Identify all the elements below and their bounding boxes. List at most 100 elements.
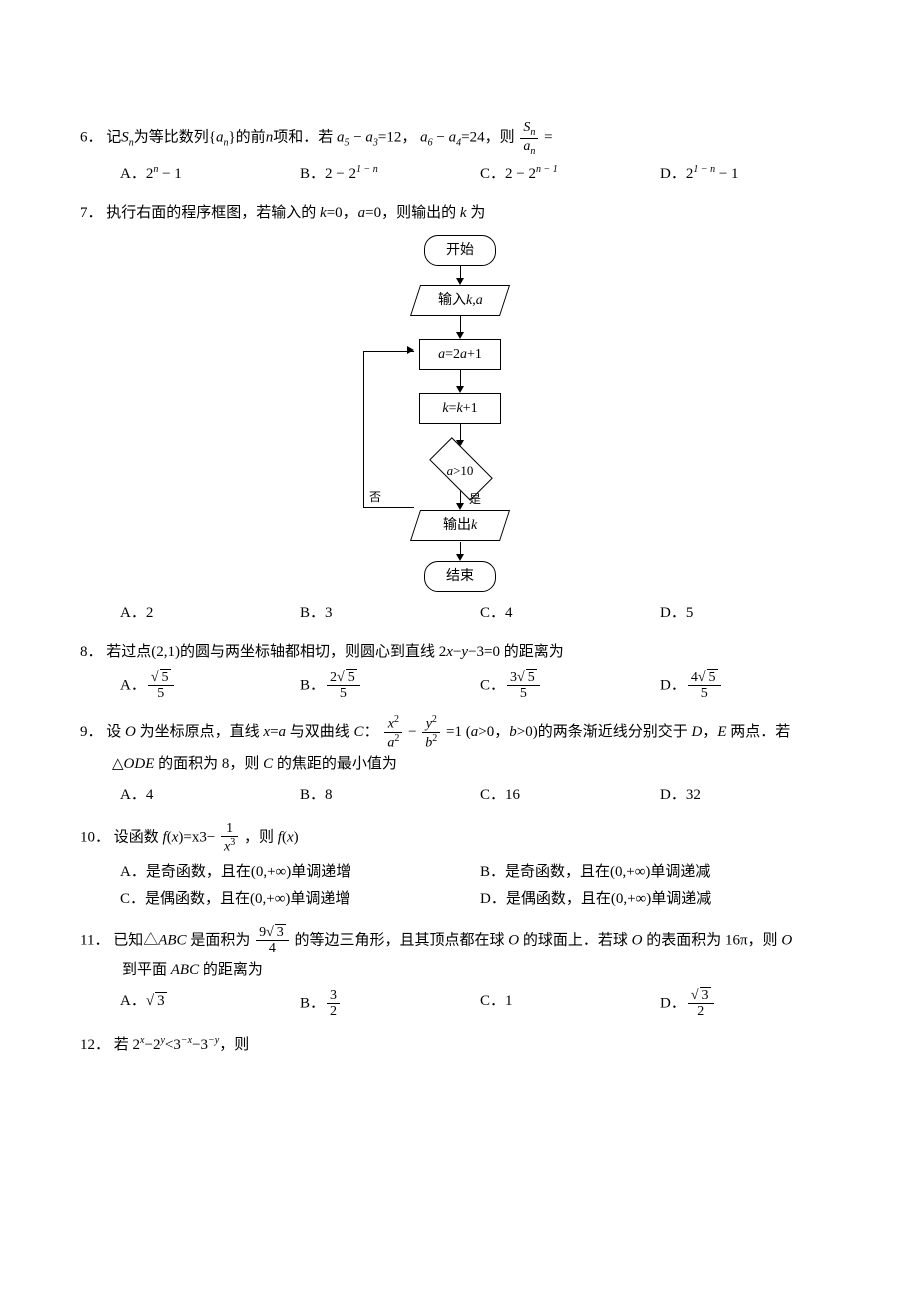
q9mn: − bbox=[408, 723, 420, 739]
q11ABC: ABC bbox=[158, 932, 186, 948]
fc-out-lbl: 输出 bbox=[443, 518, 471, 533]
q6Dt: − 1 bbox=[715, 166, 738, 182]
q6Ds: 1 − n bbox=[693, 164, 715, 175]
q9ta: 设 bbox=[106, 723, 125, 739]
q9s4: 2 bbox=[432, 733, 437, 744]
fc-end-label: 结束 bbox=[446, 569, 474, 584]
q10p2c: ) bbox=[294, 829, 299, 845]
q11-opt-a: A．√3 bbox=[120, 988, 300, 1020]
q11ta: 已知△ bbox=[113, 932, 158, 948]
q8-opt-c: C．3√55 bbox=[480, 670, 660, 702]
q8-num: 8． bbox=[80, 644, 103, 660]
q9eq1: =1 ( bbox=[446, 723, 471, 739]
q9-opt-a: A．4 bbox=[120, 782, 300, 809]
q7-tail: 为 bbox=[467, 205, 486, 221]
fc-process-1: a=2a+1 bbox=[419, 339, 501, 370]
q6A: A．2 bbox=[120, 166, 153, 182]
q10-opt-d: D．是偶函数，且在(0,+∞)单调递减 bbox=[480, 886, 840, 913]
fc-output: 输出k bbox=[410, 510, 510, 541]
q6B: B．2 − 2 bbox=[300, 166, 356, 182]
q6-a3a: a bbox=[365, 130, 373, 146]
q10tc: ，则 bbox=[244, 829, 278, 845]
q8-opt-b: B．2√55 bbox=[300, 670, 480, 702]
fc-out-var: k bbox=[471, 518, 477, 533]
q9l2b: 的面积为 8，则 bbox=[154, 756, 263, 772]
q6-opt-c: C．2 − 2n − 1 bbox=[480, 161, 660, 188]
q11-opt-b: B．32 bbox=[300, 988, 480, 1020]
q11O3: O bbox=[781, 932, 792, 948]
q11Bd: 2 bbox=[327, 1004, 340, 1019]
q9s2: 2 bbox=[394, 733, 399, 744]
q7-k: k bbox=[320, 205, 327, 221]
fc-decision: a>10 bbox=[420, 447, 500, 491]
q6D: D．2 bbox=[660, 166, 693, 182]
q10fdp: 3 bbox=[230, 837, 235, 848]
q8As: 5 bbox=[160, 669, 171, 685]
q6At: − 1 bbox=[158, 166, 181, 182]
question-10: 10． 设函数 f(x)=x3− 1x3 ，则 f(x) A．是奇函数，且在(0… bbox=[80, 821, 840, 913]
q8-opt-d: D．4√55 bbox=[660, 670, 840, 702]
q9-opt-d: D．32 bbox=[660, 782, 840, 809]
q9col: ： bbox=[364, 723, 379, 739]
q6-a4a: a bbox=[449, 130, 457, 146]
q6-opt-d: D．21 − n − 1 bbox=[660, 161, 840, 188]
q11-options: A．√3 B．32 C．1 D．√32 bbox=[80, 988, 840, 1020]
q11-num: 11． bbox=[80, 932, 109, 948]
q8A: A． bbox=[120, 677, 146, 693]
q11te: 的表面积为 16π，则 bbox=[642, 932, 781, 948]
q6-t1: 记 bbox=[106, 130, 121, 146]
q9s1: 2 bbox=[394, 714, 399, 725]
q7-num: 7． bbox=[80, 205, 103, 221]
fc-end: 结束 bbox=[424, 561, 496, 592]
q10tb: )=x3− bbox=[178, 829, 215, 845]
q7-opt-a: A．2 bbox=[120, 600, 300, 627]
q10-opt-b: B．是奇函数，且在(0,+∞)单调递减 bbox=[480, 859, 840, 886]
p1t: +1 bbox=[467, 347, 482, 362]
q11Ds: 3 bbox=[700, 987, 711, 1003]
q10fn: 1 bbox=[221, 821, 238, 837]
fc-start-label: 开始 bbox=[446, 243, 474, 258]
q8x: x bbox=[446, 644, 453, 660]
q9cm: ， bbox=[702, 723, 717, 739]
p2m: = bbox=[449, 401, 457, 416]
q7-av: =0，则输出的 bbox=[365, 205, 460, 221]
q8Cn: 3 bbox=[510, 670, 517, 685]
q8tail: −3=0 的距离为 bbox=[468, 644, 564, 660]
q11-opt-c: C．1 bbox=[480, 988, 660, 1020]
q7-opt-c: C．4 bbox=[480, 600, 660, 627]
q10-frac: 1x3 bbox=[221, 821, 238, 855]
q6-v2: =24，则 bbox=[461, 130, 514, 146]
q9gt: >0， bbox=[478, 723, 509, 739]
q8D: D． bbox=[660, 677, 686, 693]
q6-t2: 为等比数列{ bbox=[134, 130, 216, 146]
q6-Sn: S bbox=[121, 130, 129, 146]
fc-process-2: k=k+1 bbox=[419, 393, 501, 424]
q10-stem: 10． 设函数 f(x)=x3− 1x3 ，则 f(x) bbox=[80, 821, 840, 855]
p1r: a bbox=[460, 347, 467, 362]
q6-m2: − bbox=[433, 130, 449, 146]
q9-options: A．4 B．8 C．16 D．32 bbox=[80, 782, 840, 809]
q10-opt-a: A．是奇函数，且在(0,+∞)单调递增 bbox=[120, 859, 480, 886]
q12m2: −3 bbox=[192, 1037, 208, 1053]
q9C2: C bbox=[263, 756, 273, 772]
q8Ds: 5 bbox=[707, 669, 718, 685]
q10ta: 设函数 bbox=[114, 829, 163, 845]
q11tc: 的等边三角形，且其顶点都在球 bbox=[295, 932, 509, 948]
q8-t: 若过点(2,1)的圆与两坐标轴都相切，则圆心到直线 2 bbox=[106, 644, 446, 660]
q10-opt-c: C．是偶函数，且在(0,+∞)单调递增 bbox=[120, 886, 480, 913]
q6-opt-b: B．2 − 21 − n bbox=[300, 161, 480, 188]
q12nx: −x bbox=[181, 1035, 192, 1046]
q9a: a bbox=[279, 723, 287, 739]
q12lt: <3 bbox=[165, 1037, 181, 1053]
q8Cs: 5 bbox=[526, 669, 537, 685]
q9-frac2: y2b2 bbox=[422, 714, 440, 751]
question-6: 6． 记Sn为等比数列{an}的前n项和．若 a5 − a3=12， a6 − … bbox=[80, 120, 840, 188]
q11l2b: 的距离为 bbox=[199, 962, 263, 978]
q9eq: = bbox=[270, 723, 278, 739]
q7-t1: 执行右面的程序框图，若输入的 bbox=[106, 205, 320, 221]
q9l2c: 的焦距的最小值为 bbox=[273, 756, 397, 772]
question-8: 8． 若过点(2,1)的圆与两坐标轴都相切，则圆心到直线 2x−y−3=0 的距… bbox=[80, 639, 840, 702]
q11-line2: 到平面 ABC 的距离为 bbox=[80, 957, 840, 984]
fc-loop-line bbox=[363, 351, 414, 508]
q12ny: −y bbox=[208, 1035, 219, 1046]
